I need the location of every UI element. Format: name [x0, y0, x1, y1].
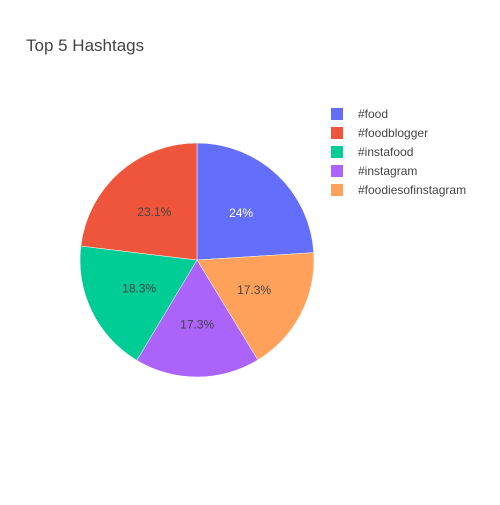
pie-value-label-instagram: 17.3% — [180, 317, 214, 331]
pie-value-label-instafood: 18.3% — [122, 281, 156, 295]
legend-item-foodiesofinstagram[interactable]: #foodiesofinstagram — [331, 183, 466, 197]
pie-value-label-food: 24% — [229, 206, 253, 220]
pie-value-label-foodblogger: 23.1% — [137, 205, 171, 219]
pie-slice-food[interactable] — [197, 143, 314, 260]
legend-label: #food — [358, 107, 388, 121]
legend-label: #foodblogger — [358, 126, 428, 140]
pie-slices — [80, 143, 314, 377]
pie-value-label-foodiesofinstagram: 17.3% — [237, 283, 271, 297]
legend-swatch — [331, 146, 343, 158]
pie-slice-foodblogger[interactable] — [81, 143, 197, 260]
legend-item-instagram[interactable]: #instagram — [331, 164, 417, 178]
legend-swatch — [331, 184, 343, 196]
legend-label: #foodiesofinstagram — [358, 183, 466, 197]
legend: #food #foodblogger #instafood #instagram #fo… — [331, 107, 466, 197]
legend-item-instafood[interactable]: #instafood — [331, 145, 413, 159]
legend-item-foodblogger[interactable]: #foodblogger — [331, 126, 428, 140]
legend-label: #instagram — [358, 164, 417, 178]
legend-label: #instafood — [358, 145, 413, 159]
legend-item-food[interactable]: #food — [331, 107, 388, 121]
chart-title: Top 5 Hashtags — [26, 36, 144, 55]
legend-swatch — [331, 108, 343, 120]
legend-swatch — [331, 127, 343, 139]
legend-swatch — [331, 165, 343, 177]
